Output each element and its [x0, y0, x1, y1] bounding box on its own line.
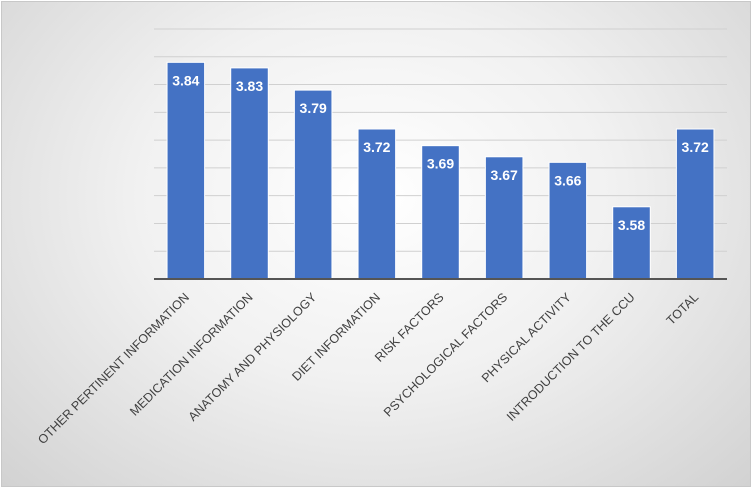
data-label: 3.58	[618, 217, 645, 233]
data-label: 3.72	[682, 139, 709, 155]
bar	[548, 161, 588, 280]
data-label: 3.67	[491, 167, 518, 183]
x-tick-label: RISK FACTORS	[372, 290, 447, 365]
data-label: 3.84	[172, 72, 199, 88]
x-tick-label: PSYCHOLOGICAL FACTORS	[381, 290, 510, 419]
x-tick-label: MEDICATION INFORMATION	[127, 290, 255, 418]
data-label: 3.69	[427, 156, 454, 172]
x-tick-label: INTRODUCTION TO THE CCU	[504, 290, 638, 424]
bar	[230, 67, 269, 280]
x-tick-label: TOTAL	[664, 290, 702, 328]
bar	[675, 128, 715, 280]
data-labels: 3.84 3.83 3.79 3.72 3.69 3.67 3.66 3.58 3.72	[172, 72, 709, 232]
data-label: 3.72	[363, 139, 390, 155]
x-tick-label: ANATOMY AND PHYSIOLOGY	[186, 290, 320, 424]
bar	[484, 156, 524, 280]
data-label: 3.79	[300, 100, 327, 116]
data-label: 3.66	[554, 172, 581, 188]
bar	[293, 89, 333, 280]
bars	[166, 61, 715, 280]
bar	[166, 61, 206, 280]
bar	[612, 206, 651, 280]
data-label: 3.83	[236, 78, 263, 94]
